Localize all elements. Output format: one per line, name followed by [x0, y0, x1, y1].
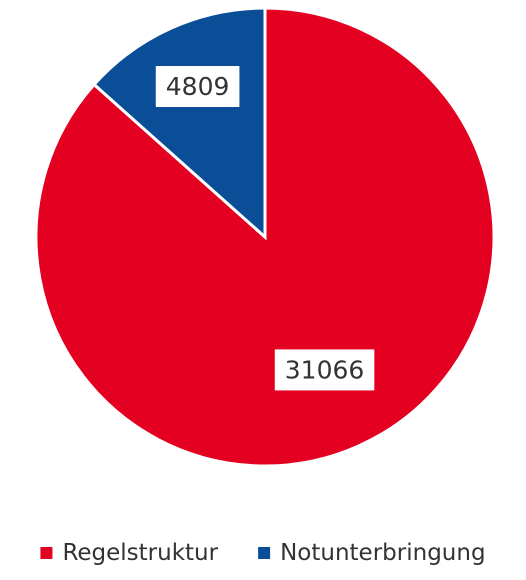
legend-swatch-notunterbringung	[258, 547, 271, 559]
legend-swatch-regelstruktur	[40, 547, 53, 559]
data-label-text-regelstruktur: 31066	[285, 355, 365, 384]
data-label-regelstruktur: 31066	[274, 349, 375, 391]
data-labels: 31066 4809	[155, 66, 375, 391]
data-label-notunterbringung: 4809	[155, 66, 240, 108]
legend-item-notunterbringung: Notunterbringung	[258, 540, 486, 566]
legend: Regelstruktur Notunterbringung	[40, 540, 486, 566]
pie-slice-notunterbringung	[92, 6, 267, 241]
legend-label-regelstruktur: Regelstruktur	[62, 540, 218, 566]
data-label-text-notunterbringung: 4809	[166, 72, 230, 101]
data-label-box-notunterbringung	[155, 66, 240, 108]
pie-slices	[34, 6, 496, 468]
legend-label-notunterbringung: Notunterbringung	[280, 540, 485, 566]
data-label-box-regelstruktur	[274, 349, 375, 391]
legend-item-regelstruktur: Regelstruktur	[40, 540, 219, 566]
